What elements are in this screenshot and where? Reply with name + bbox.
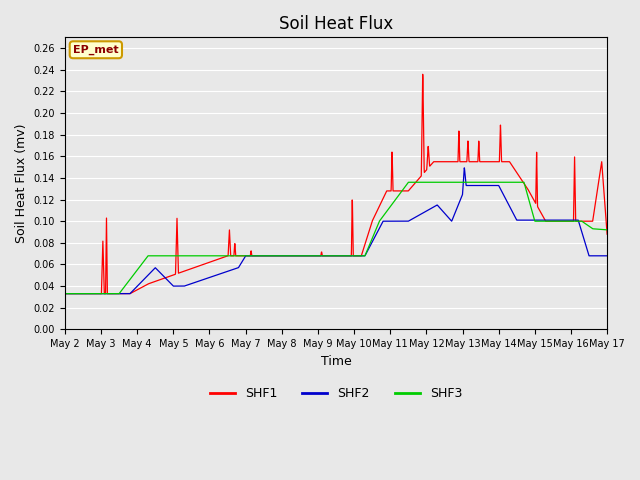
SHF3	[123, 281, 131, 287]
SHF1	[292, 253, 300, 259]
SHF1	[123, 291, 131, 297]
SHF2	[269, 253, 276, 259]
Title: Soil Heat Flux: Soil Heat Flux	[279, 15, 393, 33]
SHF2	[155, 268, 163, 274]
SHF2	[123, 291, 131, 297]
Legend: SHF1, SHF2, SHF3: SHF1, SHF2, SHF3	[205, 382, 467, 405]
SHF3	[593, 226, 600, 232]
Text: EP_met: EP_met	[73, 45, 118, 55]
Line: SHF1: SHF1	[65, 74, 607, 294]
SHF2	[593, 253, 600, 259]
SHF3	[155, 253, 163, 259]
SHF1	[604, 231, 611, 237]
SHF1	[419, 72, 426, 77]
SHF1	[534, 205, 542, 211]
SHF1	[593, 192, 600, 198]
SHF3	[604, 227, 611, 233]
SHF3	[292, 253, 300, 259]
SHF3	[269, 253, 276, 259]
SHF1	[269, 253, 276, 259]
Line: SHF3: SHF3	[65, 182, 607, 294]
SHF3	[61, 291, 68, 297]
Y-axis label: Soil Heat Flux (mv): Soil Heat Flux (mv)	[15, 123, 28, 243]
SHF3	[534, 218, 542, 224]
X-axis label: Time: Time	[321, 355, 351, 368]
SHF2	[460, 165, 468, 171]
SHF3	[404, 180, 412, 185]
SHF1	[155, 277, 163, 283]
SHF2	[61, 291, 68, 297]
Line: SHF2: SHF2	[65, 168, 607, 294]
SHF1	[61, 291, 68, 297]
SHF2	[604, 253, 611, 259]
SHF2	[534, 217, 542, 223]
SHF2	[292, 253, 300, 259]
